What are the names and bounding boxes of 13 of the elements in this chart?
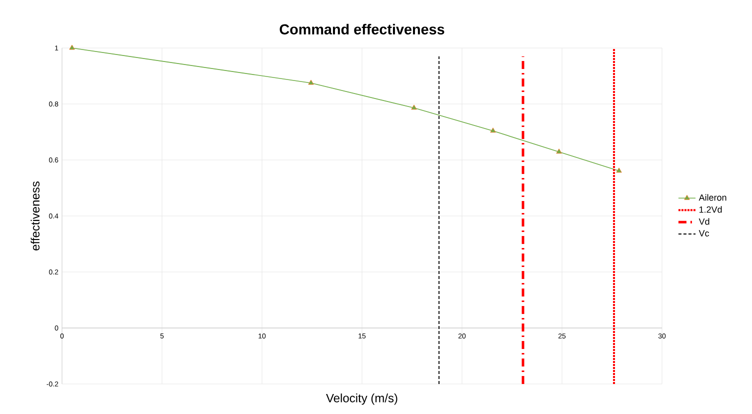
point: [308, 80, 314, 85]
x-axis-title: Velocity (m/s): [326, 394, 398, 405]
point: [69, 44, 75, 50]
chart-title: Command effectiveness: [280, 24, 444, 34]
legend-label: Vd: [698, 218, 710, 225]
y-axis-title: effectiveness: [30, 182, 40, 250]
point: [411, 104, 417, 110]
point: [490, 128, 496, 133]
point: [616, 168, 622, 173]
legend-label: Vc: [698, 230, 710, 236]
legend-label: Aileron: [698, 194, 726, 201]
legend-label: 1.2Vd: [699, 206, 722, 213]
point: [556, 148, 562, 154]
